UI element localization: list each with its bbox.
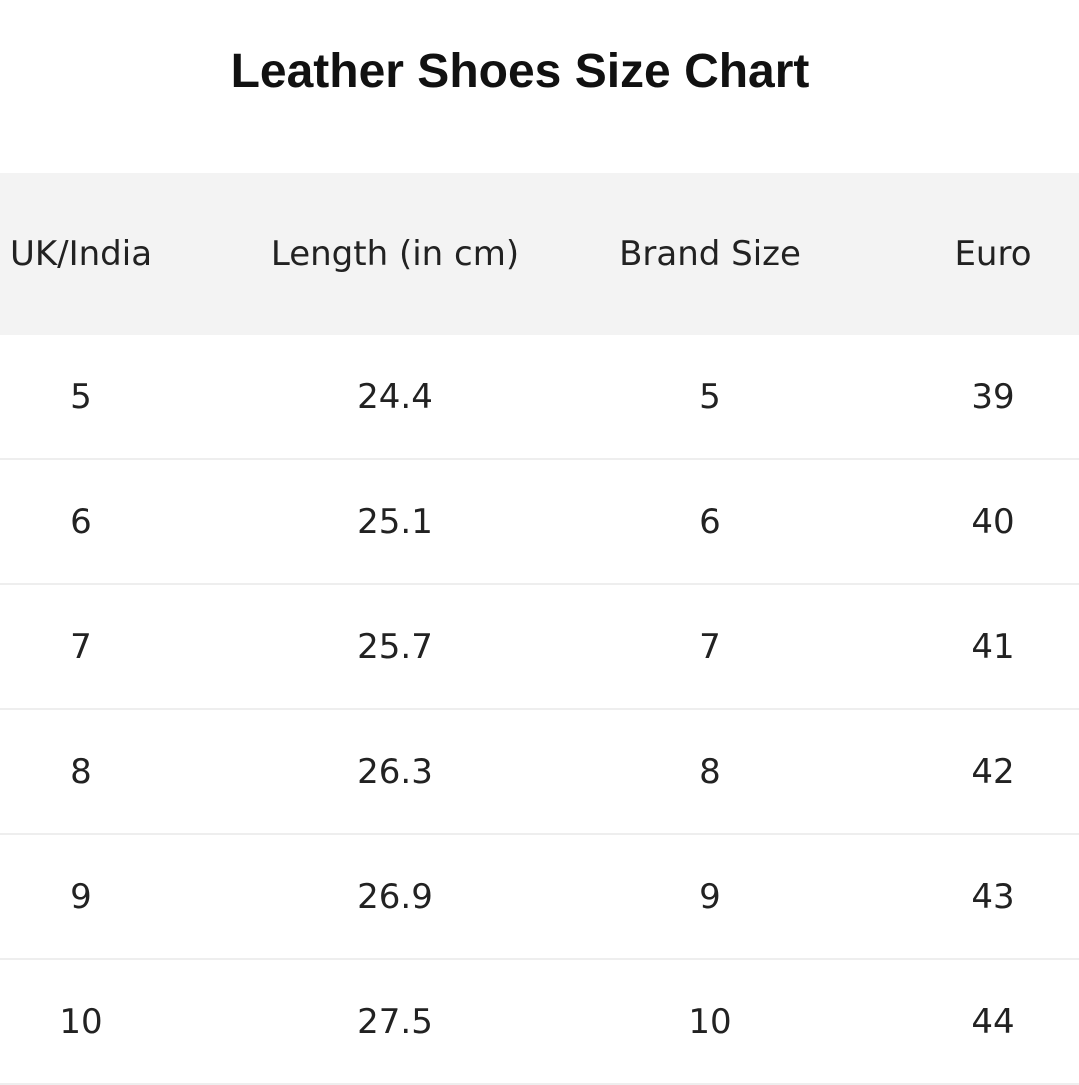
cell-length: 26.9	[357, 876, 433, 917]
cell-brand-size: 9	[699, 876, 721, 917]
cell-euro: 44	[971, 1001, 1015, 1042]
cell-uk-india: 6	[70, 501, 92, 542]
cell-uk-india: 10	[59, 1001, 103, 1042]
header-euro: Euro	[954, 234, 1032, 274]
cell-length: 27.5	[357, 1001, 433, 1042]
cell-euro: 41	[971, 626, 1015, 667]
cell-length: 24.4	[357, 376, 433, 417]
cell-uk-india: 5	[70, 376, 92, 417]
cell-length: 25.1	[357, 501, 433, 542]
table-row: 10 27.5 10 44	[0, 960, 1079, 1085]
cell-uk-india: 8	[70, 751, 92, 792]
table-row: 8 26.3 8 42	[0, 710, 1079, 835]
table-row: 7 25.7 7 41	[0, 585, 1079, 710]
cell-brand-size: 7	[699, 626, 721, 667]
cell-euro: 39	[971, 376, 1015, 417]
cell-brand-size: 6	[699, 501, 721, 542]
cell-brand-size: 10	[688, 1001, 732, 1042]
header-brand-size: Brand Size	[619, 234, 801, 274]
cell-euro: 42	[971, 751, 1015, 792]
cell-length: 26.3	[357, 751, 433, 792]
table-row: 5 24.4 5 39	[0, 335, 1079, 460]
cell-uk-india: 9	[70, 876, 92, 917]
cell-uk-india: 7	[70, 626, 92, 667]
header-length: Length (in cm)	[270, 234, 520, 274]
cell-euro: 40	[971, 501, 1015, 542]
cell-euro: 43	[971, 876, 1015, 917]
cell-length: 25.7	[357, 626, 433, 667]
table-header: UK/India Length (in cm) Brand Size Euro	[0, 173, 1079, 335]
cell-brand-size: 5	[699, 376, 721, 417]
page-title: Leather Shoes Size Chart	[230, 45, 810, 98]
table-row: 9 26.9 9 43	[0, 835, 1079, 960]
table-row: 6 25.1 6 40	[0, 460, 1079, 585]
cell-brand-size: 8	[699, 751, 721, 792]
header-uk-india: UK/India	[9, 234, 153, 274]
